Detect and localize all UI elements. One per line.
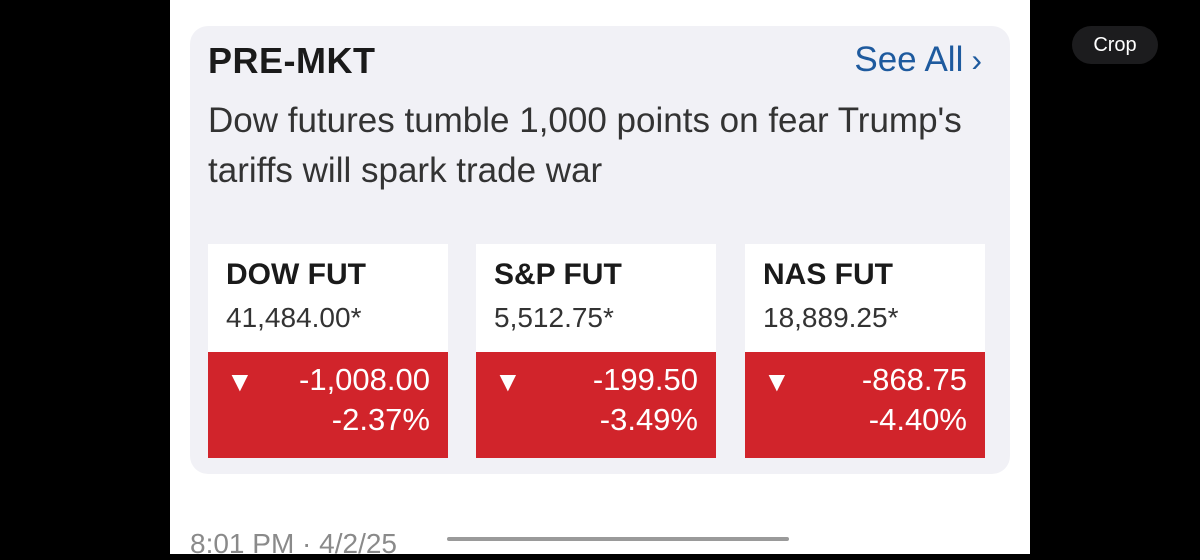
down-arrow-icon: ▼ [494,366,522,397]
tile-change: -199.50 [592,362,698,397]
tile-percent: -4.40% [868,402,967,437]
futures-tile-sp[interactable]: S&P FUT 5,512.75* ▼ -199.50 -3.49% [476,244,716,458]
tile-price: 41,484.00* [226,302,362,333]
video-scrubber[interactable] [447,537,789,541]
see-all-label: See All [854,40,964,79]
post-timestamp: 8:01 PM · 4/2/25 [190,528,398,559]
see-all-link[interactable]: See All › [854,40,982,80]
tile-name: S&P FUT [494,258,622,291]
chevron-right-icon: › [971,42,982,78]
tile-change: -1,008.00 [299,362,430,397]
tile-name: NAS FUT [763,258,893,291]
futures-tile-nas[interactable]: NAS FUT 18,889.25* ▼ -868.75 -4.40% [745,244,985,458]
premarket-card[interactable]: PRE-MKT See All › Dow futures tumble 1,00… [190,26,1010,474]
change-box: ▼ -1,008.00 -2.37% [208,352,448,458]
futures-tile-dow[interactable]: DOW FUT 41,484.00* ▼ -1,008.00 -2.37% [208,244,448,458]
tile-percent: -2.37% [331,402,430,437]
tile-price: 18,889.25* [763,302,899,333]
tile-percent: -3.49% [599,402,698,437]
post-page: PRE-MKT See All › Dow futures tumble 1,00… [170,0,1030,559]
headline[interactable]: Dow futures tumble 1,000 points on fear … [208,101,962,190]
crop-button[interactable]: Crop [1072,26,1158,64]
section-label: PRE-MKT [208,40,376,81]
tile-change: -868.75 [861,362,967,397]
change-box: ▼ -199.50 -3.49% [476,352,716,458]
down-arrow-icon: ▼ [763,366,791,397]
tile-price: 5,512.75* [494,302,614,333]
change-box: ▼ -868.75 -4.40% [745,352,985,458]
tile-name: DOW FUT [226,258,366,291]
down-arrow-icon: ▼ [226,366,254,397]
